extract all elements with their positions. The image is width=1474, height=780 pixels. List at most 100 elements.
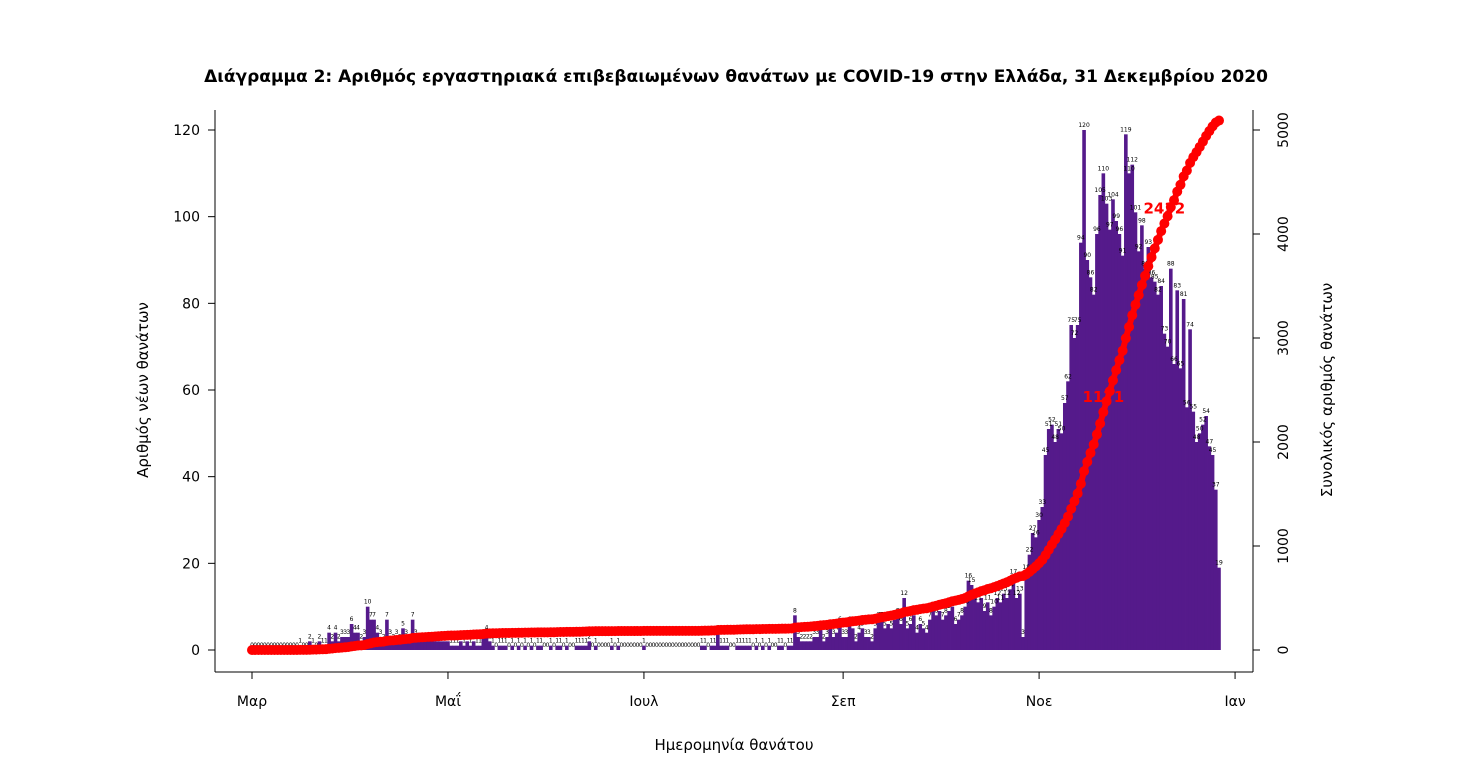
bar-data-label: 4 <box>327 625 331 632</box>
bar <box>1107 229 1112 651</box>
bar <box>1124 134 1128 650</box>
bar <box>934 615 939 650</box>
bar-data-label: 1 <box>610 638 614 645</box>
bar <box>1030 533 1035 650</box>
bar-data-label: 110 <box>1098 165 1110 172</box>
bar <box>452 645 457 650</box>
bar-data-label: 3 <box>864 629 868 636</box>
right-y-tick-label: 3000 <box>1276 320 1292 356</box>
bar-data-label: 101 <box>1130 204 1142 211</box>
bar <box>1005 598 1009 650</box>
bar <box>1175 290 1180 650</box>
bar <box>748 645 752 650</box>
bar-data-label: 15 <box>968 577 976 584</box>
bar-data-label: 0 <box>636 642 640 649</box>
bar <box>1018 593 1022 650</box>
bar <box>889 628 894 650</box>
bar-data-label: 3 <box>844 629 848 636</box>
y-tick-label: 100 <box>173 210 200 226</box>
bar-data-label: 12 <box>1003 590 1011 597</box>
bar-data-label: 5 <box>401 620 405 627</box>
bar <box>555 645 559 650</box>
bar <box>616 645 621 650</box>
bar-data-label: 3 <box>340 629 344 636</box>
bar-data-label: 0 <box>690 642 694 649</box>
bar <box>1210 455 1215 650</box>
bar <box>709 645 714 650</box>
bar-data-label: 3 <box>379 629 383 636</box>
bar-data-label: 0 <box>626 642 630 649</box>
bar <box>1194 442 1199 650</box>
cumulative-point <box>1114 355 1125 366</box>
bar <box>442 641 447 650</box>
bar-data-label: 1 <box>642 638 646 645</box>
bar <box>969 585 974 650</box>
bar <box>857 632 861 650</box>
bar <box>725 645 730 650</box>
bar-data-label: 0 <box>600 642 604 649</box>
bar-data-label: 96 <box>1116 226 1124 233</box>
bar-data-label: 45 <box>1209 447 1217 454</box>
cumulative-point <box>1088 439 1099 450</box>
bar <box>642 645 646 650</box>
bar-data-label: 85 <box>1151 274 1159 281</box>
bar <box>780 645 784 650</box>
bar <box>825 637 829 650</box>
cumulative-point <box>1181 165 1192 176</box>
cumulative-point <box>1101 396 1112 407</box>
bar-data-label: 3 <box>343 629 347 636</box>
cumulative-point <box>1079 466 1090 477</box>
bar-data-label: 0 <box>562 642 566 649</box>
bar <box>1152 281 1157 650</box>
bar <box>953 624 958 650</box>
bar-data-label: 0 <box>552 642 556 649</box>
bar-data-label: 0 <box>693 642 697 649</box>
cumulative-point <box>1082 456 1093 467</box>
x-tick-label: Σεπ <box>831 694 856 710</box>
bar <box>1079 242 1083 651</box>
bar-data-label: 62 <box>1064 373 1072 380</box>
bar-data-label: 6 <box>899 616 903 623</box>
y-tick-label: 60 <box>182 383 200 399</box>
bar <box>789 645 794 650</box>
bar-data-label: 8 <box>960 607 964 614</box>
bar-data-label: 57 <box>1061 395 1069 402</box>
bar-data-label: 0 <box>620 642 624 649</box>
bar <box>950 606 955 650</box>
bar <box>1091 294 1096 650</box>
bar-data-label: 7 <box>369 612 373 619</box>
bar-data-label: 75 <box>1067 317 1075 324</box>
bar <box>1178 368 1183 650</box>
x-axis-label: Ημερομηνία θανάτου <box>654 736 813 754</box>
bar <box>468 645 473 650</box>
bar-data-label: 1 <box>742 638 746 645</box>
bar <box>1149 277 1154 650</box>
bar-data-label: 0 <box>597 642 601 649</box>
bar-data-label: 0 <box>687 642 691 649</box>
bar <box>584 645 588 650</box>
bar-data-label: 90 <box>1083 252 1091 259</box>
bar <box>446 641 450 650</box>
bar <box>1117 234 1122 650</box>
bar-data-label: 0 <box>652 642 656 649</box>
bar <box>500 645 505 650</box>
bar-data-label: 7 <box>941 612 945 619</box>
y-tick-label: 120 <box>173 123 200 139</box>
cumulative-point <box>1075 478 1086 489</box>
bar <box>741 645 746 650</box>
bar-data-label: 0 <box>546 642 550 649</box>
bar <box>433 641 437 650</box>
cumulative-point <box>1133 290 1144 301</box>
bar <box>484 632 489 650</box>
bar-data-label: 1 <box>748 638 752 645</box>
bar-data-label: 0 <box>783 642 787 649</box>
bar <box>436 641 441 650</box>
bar-data-label: 0 <box>629 642 633 649</box>
bar-data-label: 13 <box>1016 586 1024 593</box>
bar-data-label: 0 <box>526 642 530 649</box>
bar-data-label: 65 <box>1177 360 1185 367</box>
bar-data-label: 2 <box>337 633 341 640</box>
bar <box>940 619 945 650</box>
bar <box>863 637 868 650</box>
cumulative-label: 1171 <box>1082 388 1124 406</box>
